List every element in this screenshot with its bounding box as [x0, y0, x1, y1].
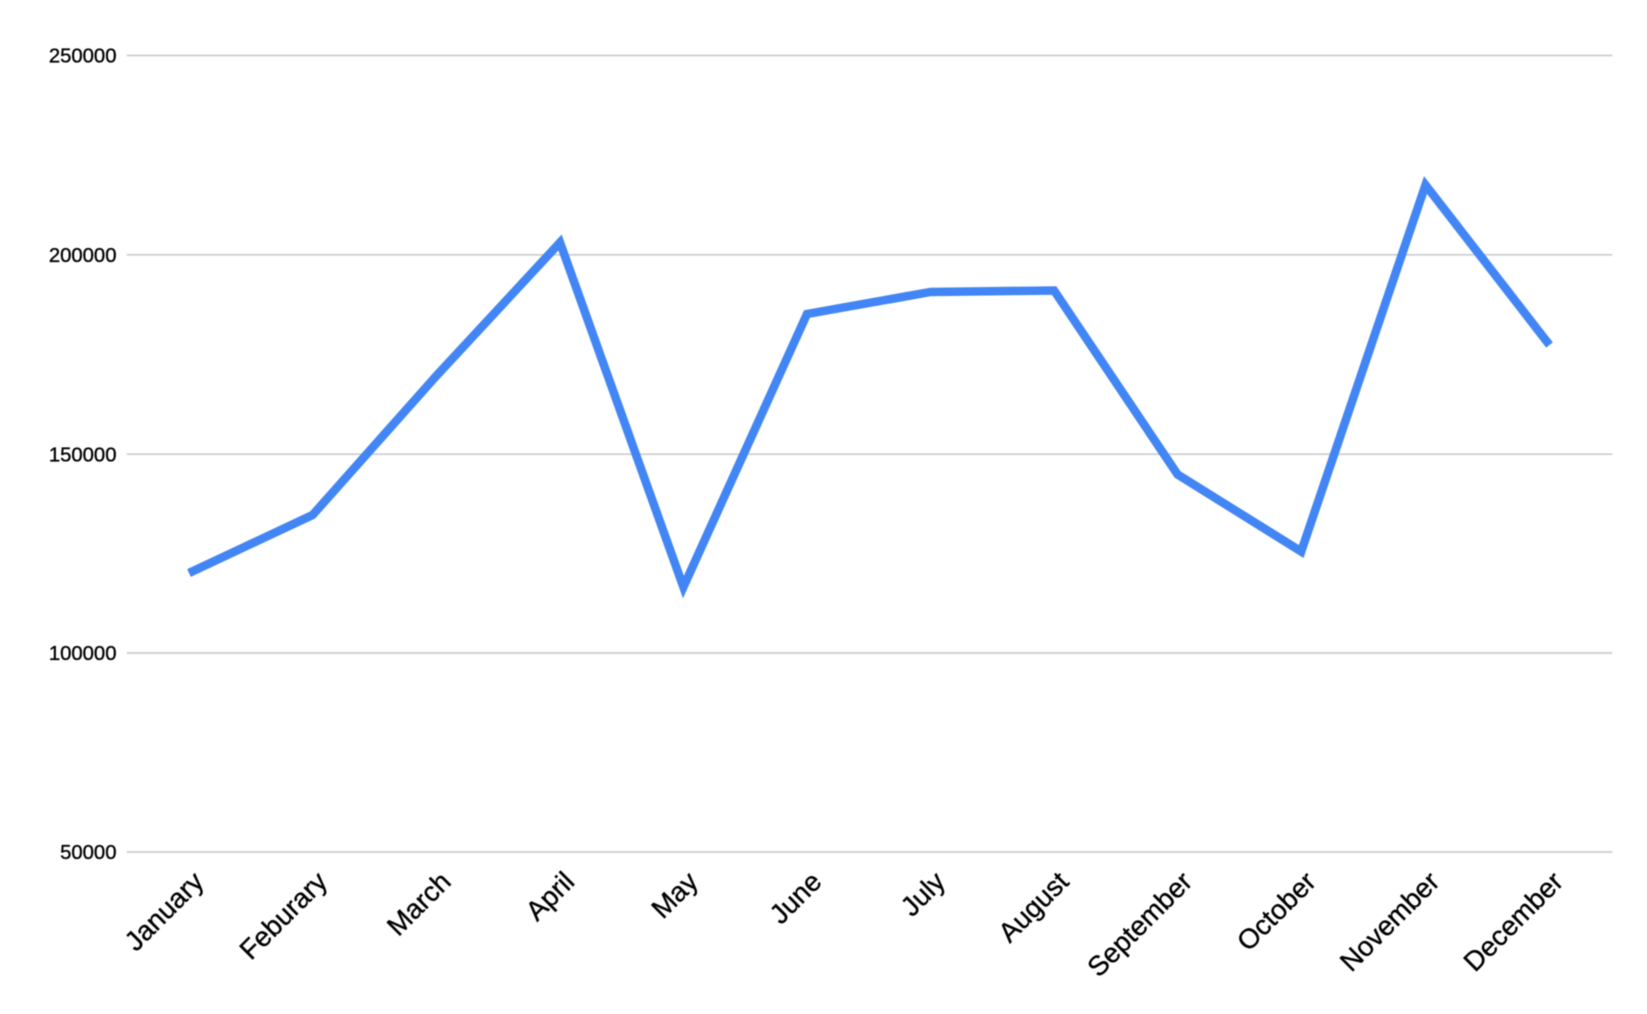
- svg-text:150000: 150000: [49, 444, 117, 466]
- svg-text:250000: 250000: [49, 46, 117, 68]
- svg-text:200000: 200000: [49, 245, 117, 267]
- svg-text:100000: 100000: [49, 643, 117, 665]
- svg-text:50000: 50000: [60, 842, 116, 864]
